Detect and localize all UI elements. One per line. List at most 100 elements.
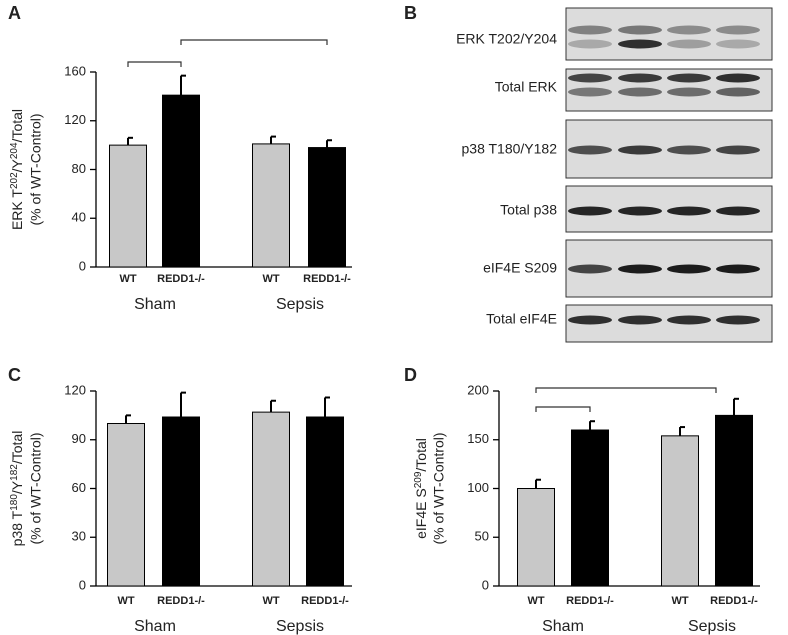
blot — [565, 239, 773, 298]
x-tick-label: WT — [527, 595, 544, 607]
y-axis-label-sup: 202 — [9, 172, 20, 189]
blot-label: Total eIF4E — [486, 311, 557, 327]
blot-band — [568, 87, 612, 97]
y-tick-label: 90 — [72, 431, 86, 446]
blot-band — [618, 264, 662, 274]
y-axis-label-part: /Total — [413, 438, 429, 471]
blot-band — [667, 264, 711, 274]
y-axis-label-part: /Y — [9, 158, 25, 172]
panel-letter: B — [404, 3, 417, 23]
blot-band — [667, 206, 711, 216]
blot-band — [716, 73, 760, 83]
x-tick-label: REDD1-/- — [301, 595, 349, 607]
blot-band — [568, 145, 612, 155]
y-tick-label: 160 — [64, 63, 86, 78]
blot-label: ERK T202/Y204 — [456, 31, 557, 47]
bar — [715, 414, 753, 587]
blot-band — [618, 145, 662, 155]
y-tick-label: 30 — [72, 529, 86, 544]
y-axis-label-part: /Total — [9, 109, 25, 142]
bar — [252, 411, 290, 587]
blot-background — [565, 7, 773, 61]
x-tick-label: WT — [119, 273, 136, 285]
blot — [565, 185, 773, 233]
blot-band — [716, 39, 760, 49]
x-tick-label: WT — [117, 595, 134, 607]
y-tick-label: 50 — [475, 529, 489, 544]
y-tick-label: 120 — [64, 382, 86, 397]
blot-band — [667, 25, 711, 35]
blot-band — [568, 315, 612, 325]
blot-band — [716, 87, 760, 97]
y-axis-label-part: ERK T — [9, 189, 25, 230]
blot-band — [667, 315, 711, 325]
y-tick-label: 40 — [72, 210, 86, 225]
y-axis-label-part: /Total — [9, 431, 25, 464]
x-tick-label: REDD1-/- — [157, 273, 205, 285]
blot-band — [667, 39, 711, 49]
blot-label: Total p38 — [500, 202, 557, 218]
y-tick-label: 0 — [79, 577, 86, 592]
y-tick-label: 60 — [72, 480, 86, 495]
group-label: Sham — [134, 296, 176, 313]
y-axis-label-sub: (% of WT-Control) — [28, 432, 44, 544]
y-axis-label-sup: 180 — [9, 494, 20, 511]
blot-label: eIF4E S209 — [483, 260, 557, 276]
x-tick-label: WT — [671, 595, 688, 607]
group-label: Sepsis — [688, 618, 736, 635]
significance-brackets — [127, 39, 717, 412]
y-axis-label: ERK T202/Y204/Total — [9, 109, 25, 230]
y-tick-label: 120 — [64, 112, 86, 127]
blot-band — [716, 315, 760, 325]
y-axis-label-sub: (% of WT-Control) — [28, 113, 44, 225]
blot-band — [716, 264, 760, 274]
bar — [109, 144, 147, 268]
group-label: Sepsis — [276, 296, 324, 313]
group-label: Sham — [134, 618, 176, 635]
bracket — [127, 61, 182, 67]
blot-band — [618, 206, 662, 216]
blot-band — [618, 315, 662, 325]
bar — [162, 416, 200, 587]
blot — [565, 7, 773, 61]
x-tick-label: REDD1-/- — [303, 273, 351, 285]
y-axis-label-sub: (% of WT-Control) — [431, 432, 447, 544]
blot-label: p38 T180/Y182 — [462, 141, 558, 157]
x-tick-label: WT — [262, 595, 279, 607]
y-axis-label-sup: 182 — [9, 464, 20, 481]
y-axis-label: eIF4E S209/Total — [413, 438, 429, 539]
panel-letter: C — [8, 365, 21, 385]
bar — [308, 147, 346, 268]
bar — [107, 423, 145, 587]
bar — [162, 94, 200, 268]
bar — [252, 143, 290, 268]
bracket — [180, 39, 328, 45]
bracket — [535, 387, 717, 393]
y-axis-label: p38 T180/Y182/Total — [9, 431, 25, 547]
blot-band — [618, 73, 662, 83]
y-tick-label: 80 — [72, 161, 86, 176]
x-tick-label: REDD1-/- — [710, 595, 758, 607]
blot-band — [667, 87, 711, 97]
bar — [571, 429, 609, 587]
blot — [565, 304, 773, 343]
blot-band — [568, 264, 612, 274]
bar — [306, 416, 344, 587]
group-label: Sham — [542, 618, 584, 635]
blot-band — [716, 145, 760, 155]
blot-band — [667, 73, 711, 83]
blot-band — [618, 87, 662, 97]
blot-label: Total ERK — [495, 79, 558, 95]
bar — [517, 488, 555, 587]
y-tick-label: 100 — [467, 480, 489, 495]
y-tick-label: 0 — [79, 258, 86, 273]
bar — [661, 435, 699, 587]
y-tick-label: 0 — [482, 577, 489, 592]
blot — [565, 68, 773, 112]
y-tick-label: 150 — [467, 431, 489, 446]
blot-band — [716, 206, 760, 216]
y-axis-label-sup: 204 — [9, 142, 20, 159]
blot-band — [716, 25, 760, 35]
blot-band — [568, 206, 612, 216]
